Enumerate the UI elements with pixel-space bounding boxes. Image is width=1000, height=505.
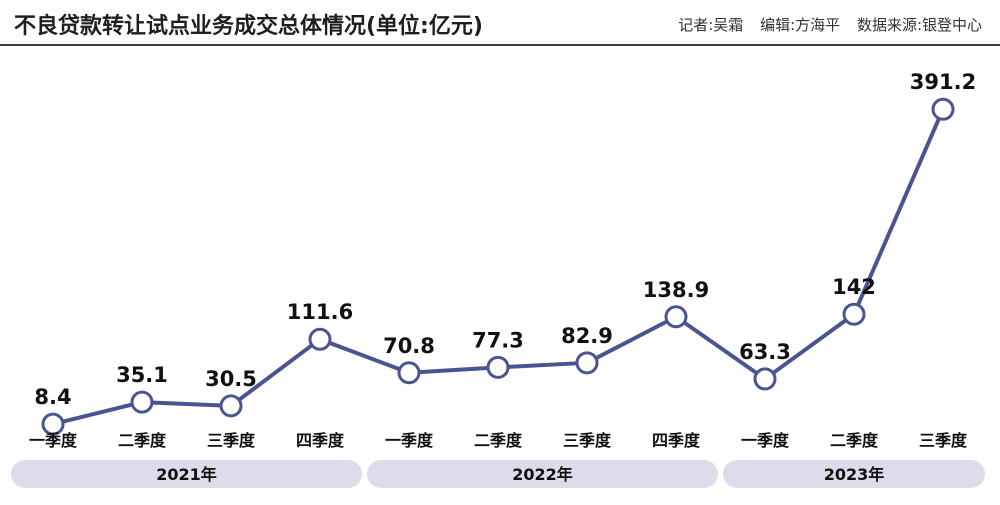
value-label: 63.3 [739,340,791,364]
value-label: 142 [832,275,876,299]
data-point [842,302,866,326]
value-label: 30.5 [205,367,257,391]
quarter-tick-label: 三季度 [919,431,968,450]
value-label: 138.9 [643,278,709,302]
data-point [308,327,332,351]
value-label: 82.9 [561,324,613,348]
value-label: 111.6 [287,300,353,324]
data-point [130,390,154,414]
quarter-tick-label: 二季度 [118,431,167,450]
quarter-tick-label: 三季度 [207,431,256,450]
value-label: 35.1 [116,363,168,387]
quarter-tick-label: 四季度 [296,431,345,450]
data-point [41,412,65,436]
year-label: 2022年 [512,465,573,484]
editor-credit: 编辑:方海平 [760,16,841,34]
data-point [486,355,510,379]
quarter-tick-label: 一季度 [385,431,434,450]
data-point [931,97,955,121]
year-band [723,460,985,488]
value-label: 70.8 [383,334,435,358]
credits: 记者:吴霜 编辑:方海平 数据来源:银登中心 [666,14,982,35]
data-point [753,367,777,391]
year-band [367,460,718,488]
year-label: 2023年 [824,465,885,484]
quarter-tick-label: 一季度 [741,431,790,450]
quarter-tick-label: 四季度 [652,431,701,450]
chart-header: 不良贷款转让试点业务成交总体情况(单位:亿元) 记者:吴霜 编辑:方海平 数据来… [0,0,1000,46]
year-band [11,460,362,488]
value-label: 77.3 [472,328,524,352]
data-point [575,351,599,375]
reporter-credit: 记者:吴霜 [678,16,744,34]
quarter-tick-label: 三季度 [563,431,612,450]
data-point [397,361,421,385]
value-label: 391.2 [910,70,976,94]
data-point [219,394,243,418]
value-label: 8.4 [34,385,71,409]
quarter-tick-label: 二季度 [474,431,523,450]
source-credit: 数据来源:银登中心 [856,16,982,34]
year-label: 2021年 [156,465,217,484]
header-divider [0,44,1000,46]
quarter-tick-label: 二季度 [830,431,879,450]
data-point [664,305,688,329]
chart-title: 不良贷款转让试点业务成交总体情况(单位:亿元) [14,14,483,39]
quarter-tick-label: 一季度 [29,431,78,450]
